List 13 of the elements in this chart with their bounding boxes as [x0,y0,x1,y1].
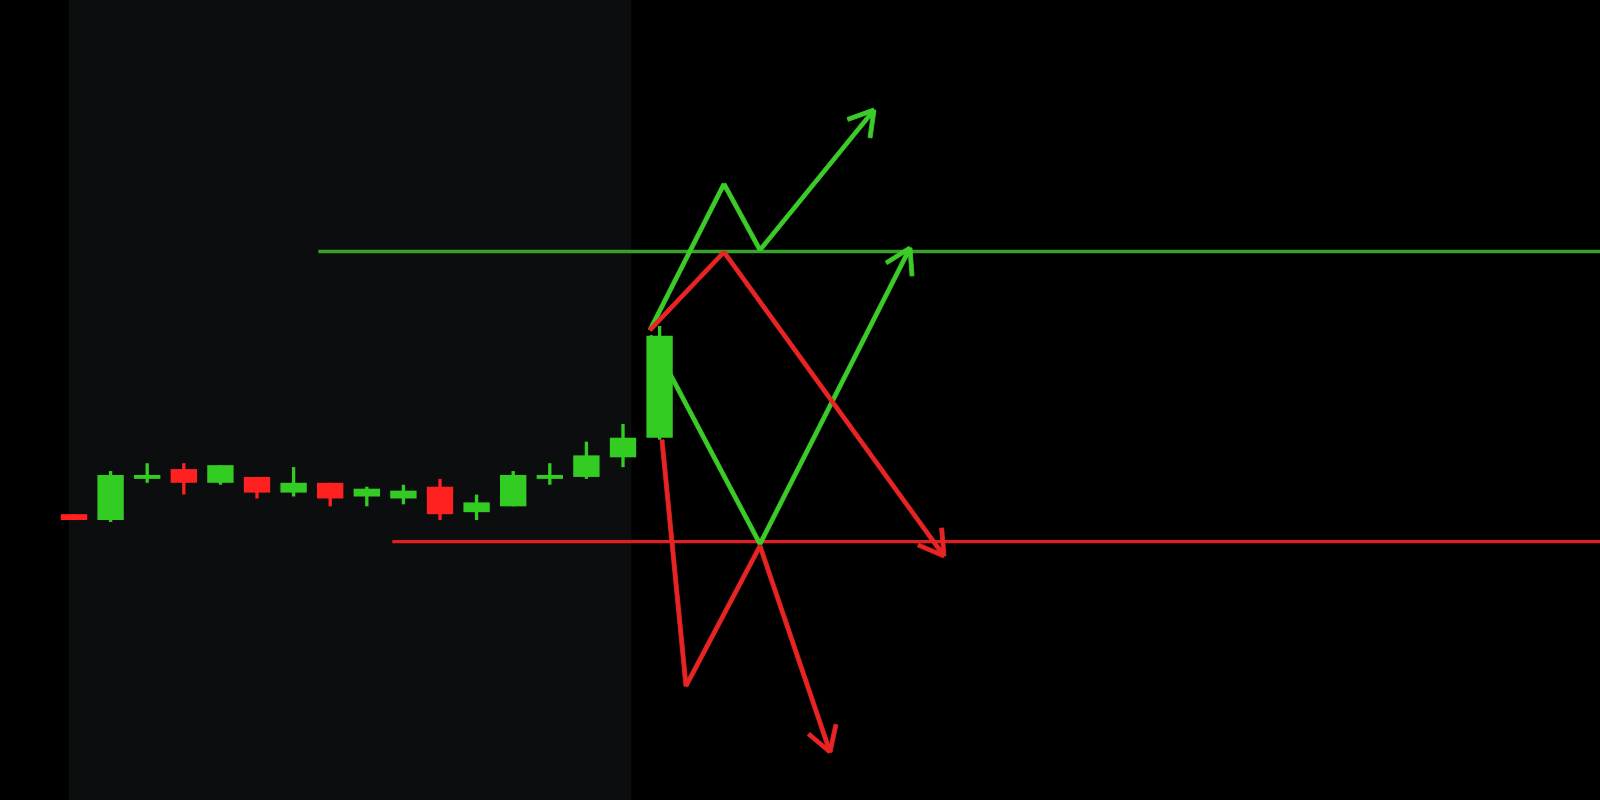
candlestick [573,439,600,481]
candlestick [353,485,380,508]
candlestick [170,461,197,497]
candlestick [134,461,161,485]
candlestick [280,465,307,499]
candlestick [536,461,563,487]
candlestick [426,477,454,522]
candlestick [609,422,637,469]
candlestick [390,483,417,507]
candlestick [97,469,124,524]
candlestick [463,492,490,522]
candlestick [500,469,527,508]
candlestick [207,463,234,487]
